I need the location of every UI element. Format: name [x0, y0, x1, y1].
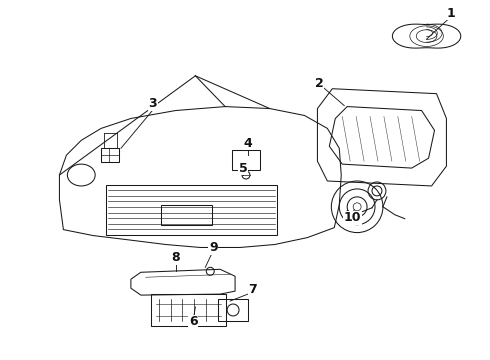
Bar — [232, 150, 260, 170]
Text: 1: 1 — [447, 7, 456, 20]
Bar — [106, 185, 277, 235]
Bar — [218, 299, 248, 321]
Text: 2: 2 — [315, 77, 324, 90]
Text: 5: 5 — [239, 162, 247, 175]
Text: 3: 3 — [148, 97, 157, 110]
Bar — [151, 294, 226, 326]
Text: 6: 6 — [189, 315, 197, 328]
Text: 7: 7 — [248, 283, 257, 296]
Text: 8: 8 — [171, 251, 180, 264]
Bar — [161, 205, 212, 225]
Bar — [101, 148, 119, 162]
Text: 9: 9 — [209, 241, 218, 254]
Text: 4: 4 — [244, 137, 252, 150]
Text: 10: 10 — [343, 211, 361, 224]
